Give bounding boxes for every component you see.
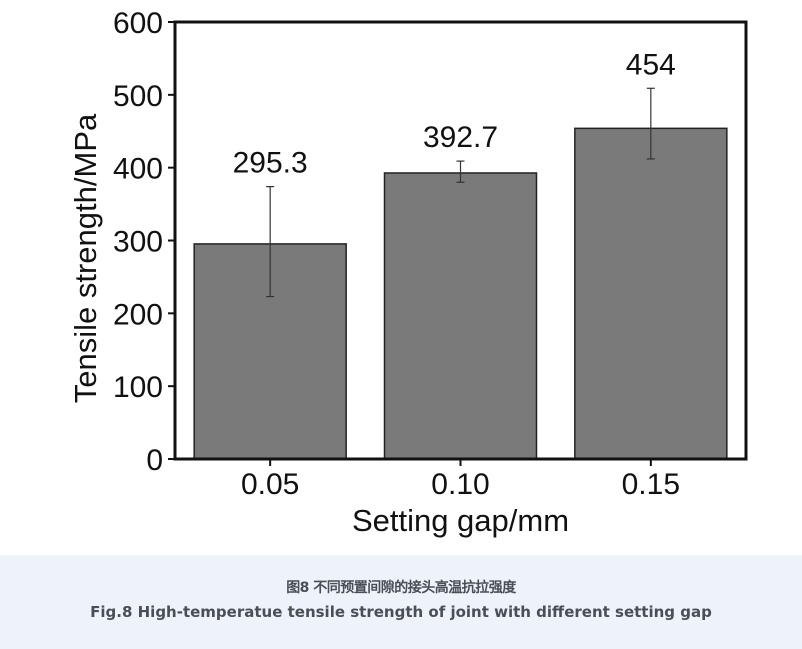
y-tick-label: 600 xyxy=(113,7,163,40)
y-tick-label: 300 xyxy=(113,226,163,259)
y-ticks-layer: 0 100 200 300 400 500 600 xyxy=(113,7,175,477)
x-tick-label: 0.15 xyxy=(622,468,680,501)
y-tick-label: 200 xyxy=(113,298,163,331)
y-tick-label: 100 xyxy=(113,371,163,404)
x-tick-label: 0.10 xyxy=(431,468,489,501)
x-tick-label: 0.05 xyxy=(241,468,299,501)
data-labels-layer: 295.3 392.7 454 xyxy=(233,48,676,179)
chart-area: 295.3 392.7 454 0 100 200 300 400 500 600 0.05 0.… xyxy=(68,7,748,538)
error-bars-layer xyxy=(266,87,655,298)
y-tick-label: 0 xyxy=(146,444,163,477)
bar xyxy=(383,172,538,460)
y-axis-title: Tensile strength/MPa xyxy=(68,113,103,403)
caption-english: Fig.8 High-temperatue tensile strength o… xyxy=(90,603,712,621)
y-tick-label: 500 xyxy=(113,80,163,113)
bar xyxy=(574,127,728,460)
x-axis-title: Setting gap/mm xyxy=(352,503,569,538)
data-label: 295.3 xyxy=(233,147,308,180)
caption-chinese: 图8 不同预置间隙的接头高温抗拉强度 xyxy=(286,580,516,596)
x-ticks-layer: 0.05 0.10 0.15 xyxy=(241,459,680,501)
data-label: 454 xyxy=(626,48,676,81)
y-tick-label: 400 xyxy=(113,153,163,186)
data-label: 392.7 xyxy=(423,121,498,154)
figure-caption: 图8 不同预置间隙的接头高温抗拉强度 Fig.8 High-temperatue… xyxy=(0,555,802,649)
